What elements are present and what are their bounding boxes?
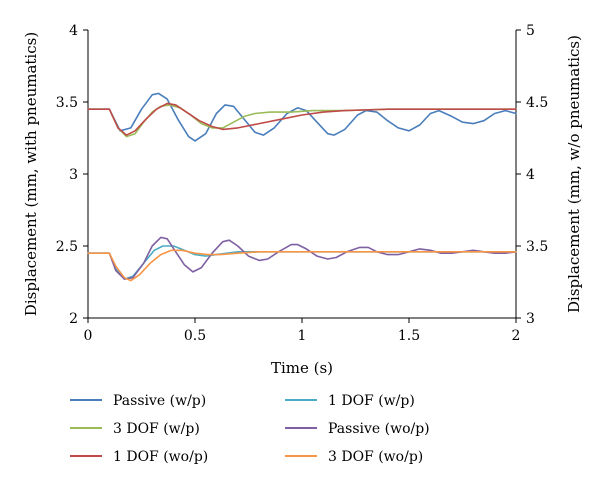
series-line-5 <box>87 236 517 280</box>
y-left-tick-label: 3.5 <box>56 95 78 111</box>
y-left-tick-label: 3 <box>69 167 78 183</box>
y-right-ticks: 3 3.5 4 4.5 5 <box>516 23 548 327</box>
legend-item: Passive (wo/p) <box>285 421 430 437</box>
series-line-6 <box>87 249 517 282</box>
y-right-tick-label: 3 <box>526 311 535 327</box>
x-tick-label: 1 <box>298 328 307 344</box>
y-right-tick-label: 4.5 <box>526 95 548 111</box>
y-left-tick-label: 2 <box>69 311 78 327</box>
y-left-tick-label: 2.5 <box>56 239 78 255</box>
plot-area: 0 0.5 1 1.5 2 2 2.5 3 3.5 4 3 3.5 4 4.5 5 <box>56 23 549 344</box>
legend-label: 3 DOF (wo/p) <box>328 449 423 465</box>
y-axis-left-title: Displacement (mm, with pneumatics) <box>22 32 40 316</box>
y-axis-right-title: Displacement (mm, w/o pneumatics) <box>565 35 583 313</box>
legend-item: 1 DOF (wo/p) <box>70 449 208 465</box>
x-tick-label: 0.5 <box>184 328 206 344</box>
legend-item: 3 DOF (wo/p) <box>285 449 423 465</box>
x-tick-label: 0 <box>84 328 93 344</box>
series-layer <box>87 92 517 282</box>
series-line-3 <box>87 102 517 136</box>
y-left-ticks: 2 2.5 3 3.5 4 <box>56 23 88 327</box>
legend-label: 1 DOF (w/p) <box>328 393 415 409</box>
x-tick-label: 1.5 <box>398 328 420 344</box>
x-axis-title: Time (s) <box>271 359 333 377</box>
legend-item: 3 DOF (w/p) <box>70 421 200 437</box>
legend-item: 1 DOF (w/p) <box>285 393 415 409</box>
legend-label: 1 DOF (wo/p) <box>113 449 208 465</box>
legend-label: Passive (wo/p) <box>328 421 430 437</box>
y-left-tick-label: 4 <box>69 23 78 39</box>
legend-label: 3 DOF (w/p) <box>113 421 200 437</box>
x-tick-label: 2 <box>512 328 521 344</box>
legend-label: Passive (w/p) <box>113 393 206 409</box>
legend-item: Passive (w/p) <box>70 393 206 409</box>
y-right-tick-label: 5 <box>526 23 535 39</box>
y-right-tick-label: 3.5 <box>526 239 548 255</box>
x-ticks: 0 0.5 1 1.5 2 <box>84 318 521 344</box>
legend: Passive (w/p) 3 DOF (w/p) 1 DOF (wo/p) 1 DO… <box>70 393 430 465</box>
series-line-1 <box>87 92 517 142</box>
y-right-tick-label: 4 <box>526 167 535 183</box>
